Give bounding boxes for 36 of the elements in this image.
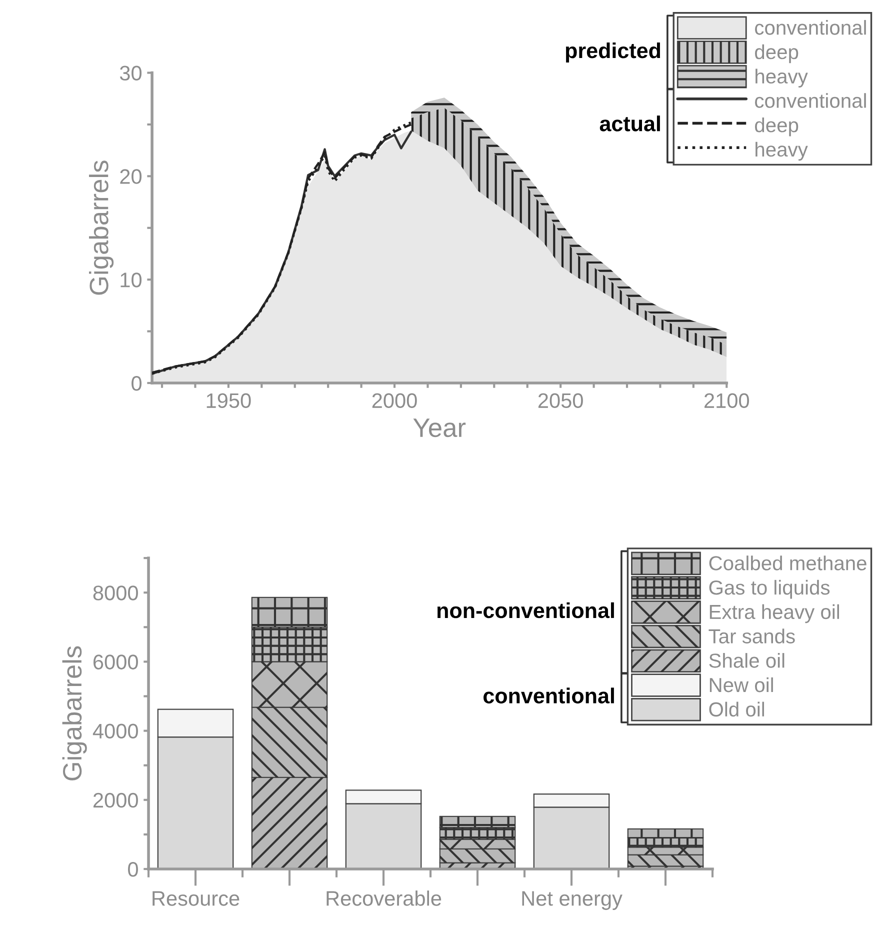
legend-label: Coalbed methane	[709, 556, 866, 570]
legend-label: deep	[755, 44, 798, 64]
y-tick-label: 2000	[93, 792, 138, 808]
legend-label: heavy	[756, 68, 808, 88]
text: predicted	[566, 42, 660, 63]
y-tick-label: 8000	[93, 586, 138, 600]
legend-label: Tar sands	[708, 628, 795, 644]
x-tick-label: 1950	[206, 393, 251, 408]
legend-label: deep	[755, 117, 798, 136]
annotation: non-conventional	[437, 602, 614, 618]
x-tick-label: Resource	[152, 891, 240, 906]
legend-label: Old oil	[709, 702, 764, 717]
y-tick-label: 6000	[94, 654, 138, 670]
y-tick-label: 10	[120, 272, 142, 288]
legend-label: Gas to liquids	[709, 580, 830, 599]
y-tick-label: 20	[120, 169, 142, 184]
legend-label: conventional	[755, 20, 866, 35]
y-tick-label: 0	[132, 376, 142, 391]
annotation: actual	[600, 116, 660, 132]
legend-label: Shale oil	[709, 653, 784, 668]
x-tick-label: 2100	[704, 393, 750, 408]
y-axis-title: Gigabarrels	[89, 160, 114, 295]
x-tick-label: 2050	[538, 393, 583, 408]
x-axis-title: Year	[413, 418, 466, 438]
x-tick-label: Net energy	[522, 891, 622, 910]
y-tick-label: 30	[120, 66, 142, 81]
legend-label: heavy	[756, 142, 808, 161]
annotation: conventional	[484, 688, 614, 704]
legend-label: Extra heavy oil	[710, 604, 840, 624]
y-tick-label: 0	[128, 862, 138, 877]
legend-label: New oil	[710, 677, 773, 692]
y-tick-label: 4000	[92, 724, 138, 739]
x-tick-label: 2000	[372, 393, 417, 408]
legend-label: conventional	[755, 93, 866, 108]
x-tick-label: Recoverable	[326, 890, 442, 906]
y-axis-title: Gigabarrels	[62, 646, 87, 780]
